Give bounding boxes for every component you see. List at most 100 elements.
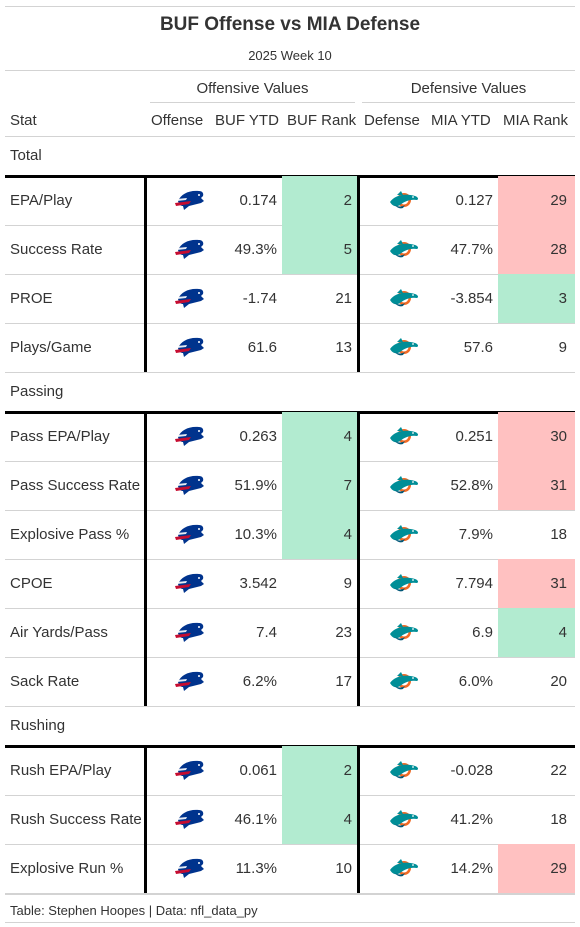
row-divider — [5, 274, 575, 275]
column-header-stat: Stat — [10, 112, 37, 129]
buffalo-bills-logo-icon — [175, 858, 204, 878]
table-row: Explosive Pass % 10.3% 4 7.9% 18 — [5, 510, 575, 559]
buffalo-bills-logo-icon — [175, 475, 204, 495]
spanner-offensive-values: Offensive Values — [196, 80, 309, 97]
buf-rank-value: 4 — [343, 526, 352, 543]
mia-rank-value: 30 — [550, 428, 567, 445]
buf-ytd-value: -1.74 — [242, 290, 277, 307]
buf-rank-value: 21 — [335, 290, 352, 307]
miami-dolphins-logo-icon — [390, 338, 419, 356]
buffalo-bills-logo-icon — [175, 426, 204, 446]
buffalo-bills-logo-icon — [175, 809, 204, 829]
spanner-rule-offense — [150, 102, 355, 103]
column-divider — [144, 176, 147, 372]
table-row: Rush EPA/Play 0.061 2 -0.028 22 — [5, 746, 575, 795]
rank-highlight — [498, 225, 575, 274]
row-divider — [5, 323, 575, 324]
buf-rank-value: 17 — [335, 673, 352, 690]
miami-dolphins-logo-icon — [390, 810, 419, 828]
table-row: Rush Success Rate 46.1% 4 41.2% 18 — [5, 795, 575, 844]
group-rule — [5, 136, 575, 137]
mia-rank-value: 29 — [550, 192, 567, 209]
buffalo-bills-logo-icon — [175, 671, 204, 691]
stat-label: PROE — [10, 290, 53, 307]
stat-label: Air Yards/Pass — [10, 624, 108, 641]
table-row: Pass EPA/Play 0.263 4 0.251 30 — [5, 412, 575, 461]
buffalo-bills-logo-icon — [175, 288, 204, 308]
buf-ytd-value: 7.4 — [256, 624, 277, 641]
row-group-label: Total — [10, 147, 42, 164]
miami-dolphins-logo-icon — [390, 859, 419, 877]
table-row: Air Yards/Pass 7.4 23 6.9 4 — [5, 608, 575, 657]
buf-ytd-value: 51.9% — [234, 477, 277, 494]
buf-ytd-value: 46.1% — [234, 811, 277, 828]
stat-label: Pass EPA/Play — [10, 428, 110, 445]
row-divider — [5, 559, 575, 560]
table-title: BUF Offense vs MIA Defense — [159, 14, 421, 35]
rank-highlight — [498, 274, 575, 323]
rank-highlight — [282, 795, 357, 844]
buffalo-bills-logo-icon — [175, 239, 204, 259]
mia-ytd-value: 52.8% — [450, 477, 493, 494]
mia-ytd-value: 0.251 — [455, 428, 493, 445]
mia-ytd-value: 41.2% — [450, 811, 493, 828]
column-header-offense: Offense — [151, 112, 204, 129]
column-divider — [357, 412, 360, 706]
table-row: Sack Rate 6.2% 17 6.0% 20 — [5, 657, 575, 706]
mia-ytd-value: -0.028 — [450, 762, 493, 779]
miami-dolphins-logo-icon — [390, 240, 419, 258]
row-divider — [5, 844, 575, 845]
stat-label: Success Rate — [10, 241, 103, 258]
table-source-note: Table: Stephen Hoopes | Data: nfl_data_p… — [10, 903, 258, 918]
buffalo-bills-logo-icon — [175, 622, 204, 642]
miami-dolphins-logo-icon — [390, 427, 419, 445]
top-rule — [5, 6, 575, 7]
mia-rank-value: 31 — [550, 575, 567, 592]
row-divider — [5, 657, 575, 658]
miami-dolphins-logo-icon — [390, 574, 419, 592]
table-row: CPOE 3.542 9 7.794 31 — [5, 559, 575, 608]
miami-dolphins-logo-icon — [390, 761, 419, 779]
rank-highlight — [282, 510, 357, 559]
buf-ytd-value: 61.6 — [247, 339, 277, 356]
buf-rank-value: 4 — [343, 811, 352, 828]
rank-highlight — [282, 225, 357, 274]
stat-label: EPA/Play — [10, 192, 73, 209]
mia-rank-value: 22 — [550, 762, 567, 779]
mia-ytd-value: 0.127 — [455, 192, 493, 209]
mia-rank-value: 29 — [550, 860, 567, 877]
buf-rank-value: 23 — [335, 624, 352, 641]
table-bottom-rule — [5, 893, 575, 895]
stat-label: Sack Rate — [10, 673, 80, 690]
table-row: PROE -1.74 21 -3.854 3 — [5, 274, 575, 323]
mia-rank-value: 31 — [550, 477, 567, 494]
buf-rank-value: 9 — [343, 575, 352, 592]
mia-rank-value: 9 — [558, 339, 567, 356]
column-divider — [357, 746, 360, 893]
buf-ytd-value: 6.2% — [242, 673, 277, 690]
mia-ytd-value: 57.6 — [463, 339, 493, 356]
stat-label: Rush Success Rate — [10, 811, 142, 828]
rank-highlight — [282, 412, 357, 461]
miami-dolphins-logo-icon — [390, 191, 419, 209]
table-row: Success Rate 49.3% 5 47.7% 28 — [5, 225, 575, 274]
column-header-buf-ytd: BUF YTD — [215, 112, 279, 129]
buffalo-bills-logo-icon — [175, 524, 204, 544]
row-group-label: Passing — [10, 383, 64, 400]
rank-highlight — [498, 559, 575, 608]
spanner-rule-defense — [362, 102, 575, 103]
spanner-defensive-values: Defensive Values — [410, 80, 527, 97]
stat-label: Rush EPA/Play — [10, 762, 112, 779]
buf-ytd-value: 0.061 — [239, 762, 277, 779]
rank-highlight — [498, 608, 575, 657]
column-header-mia-rank: MIA Rank — [503, 112, 569, 129]
mia-ytd-value: 6.0% — [458, 673, 493, 690]
mia-ytd-value: 6.9 — [472, 624, 493, 641]
buf-rank-value: 2 — [343, 192, 352, 209]
header-rule — [5, 70, 575, 71]
miami-dolphins-logo-icon — [390, 623, 419, 641]
rank-highlight — [282, 461, 357, 510]
buf-rank-value: 10 — [335, 860, 352, 877]
mia-rank-value: 18 — [550, 526, 567, 543]
